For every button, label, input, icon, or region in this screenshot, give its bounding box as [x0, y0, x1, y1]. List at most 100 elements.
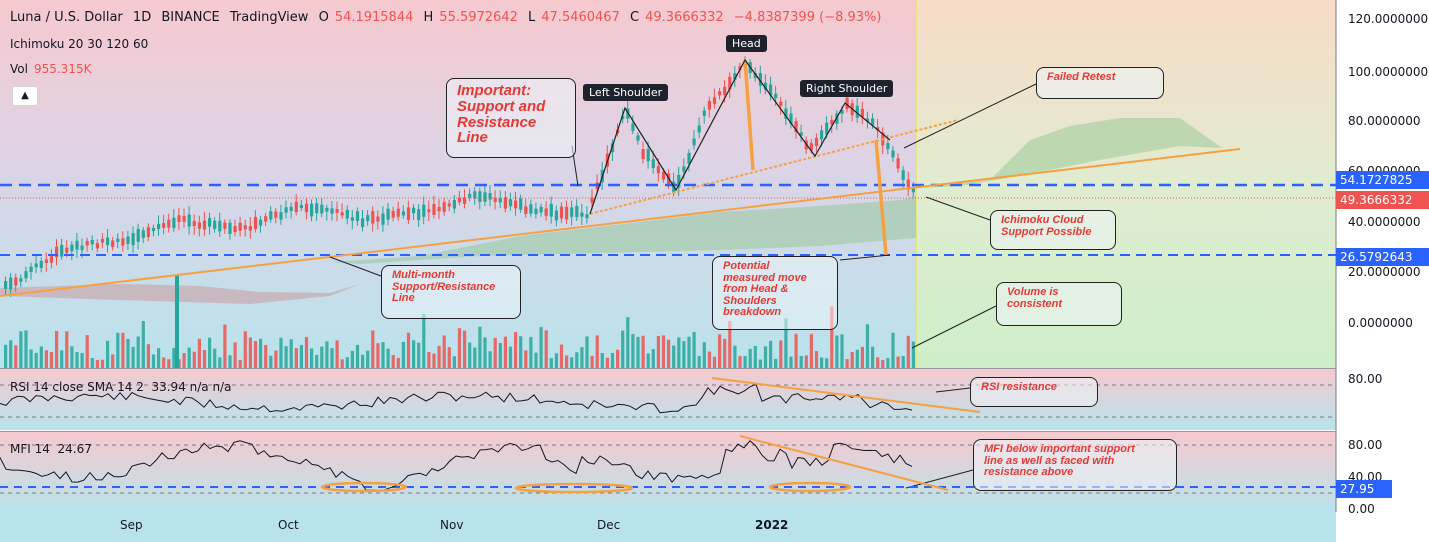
candle — [279, 212, 283, 220]
volume-bar — [585, 336, 589, 368]
interval-label[interactable]: 1D — [132, 10, 152, 25]
volume-bar — [162, 357, 166, 368]
candle — [248, 226, 252, 231]
candle — [187, 214, 191, 227]
candle — [157, 223, 161, 230]
candle — [702, 110, 706, 116]
volume-bar — [80, 353, 84, 368]
candle — [452, 200, 456, 209]
volume-bar — [406, 332, 411, 368]
candle — [876, 127, 880, 131]
volume-bar — [422, 313, 426, 368]
candle — [860, 108, 864, 117]
annotation-pointer — [935, 387, 971, 393]
volume-bar — [769, 340, 773, 368]
resistance-price-tag: 54.1727825 — [1336, 171, 1429, 189]
candle — [871, 118, 875, 126]
volume-bar — [743, 356, 747, 368]
measured-target — [874, 139, 888, 256]
candle — [238, 222, 242, 231]
ichimoku-cloud-projection — [916, 118, 1222, 188]
volume-bar — [641, 335, 645, 368]
annotation-pointer — [329, 256, 382, 277]
volume-note[interactable]: Volume is consistent — [996, 282, 1122, 326]
multi-month-note[interactable]: Multi-month Support/Resistance Line — [381, 265, 521, 319]
price-label: 80.0000000 — [1348, 114, 1421, 128]
volume-bar — [65, 331, 69, 368]
failed-retest-note[interactable]: Failed Retest — [1036, 67, 1164, 99]
candle — [310, 203, 314, 217]
symbol-name[interactable]: Luna / U.S. Dollar — [10, 10, 123, 25]
candle — [172, 217, 176, 229]
volume-bar — [784, 318, 788, 368]
volume-bar — [85, 335, 89, 368]
candle — [677, 174, 681, 188]
candle — [891, 150, 895, 158]
ichimoku-legend[interactable]: Ichimoku 20 30 120 60 — [10, 37, 149, 51]
candle — [814, 137, 819, 147]
volume-bar — [248, 337, 252, 368]
candle — [789, 113, 793, 124]
volume-bar — [891, 332, 895, 368]
chevron-up-icon[interactable]: ▲ — [12, 86, 38, 106]
mfi-legend[interactable]: MFI 14 24.67 — [10, 442, 92, 456]
candle — [473, 191, 477, 199]
candle — [707, 100, 711, 110]
rsi-resistance-note[interactable]: RSI resistance — [970, 377, 1098, 407]
candle — [758, 73, 762, 86]
candle — [259, 219, 263, 226]
candle — [320, 204, 324, 214]
rsi-legend[interactable]: RSI 14 close SMA 14 2 33.94 n/a n/a — [10, 380, 231, 394]
volume-bar — [34, 352, 38, 368]
volume-bar — [335, 340, 339, 368]
volume-bar — [850, 351, 854, 368]
mfi-note[interactable]: MFI below important support line as well… — [973, 439, 1177, 491]
volume-bar — [218, 357, 222, 368]
candle — [498, 198, 502, 203]
candle — [95, 243, 99, 249]
candle — [508, 199, 513, 207]
volume-bar — [253, 341, 258, 368]
volume-bar — [9, 340, 13, 368]
ohlc-open: 54.1915844 — [334, 10, 414, 25]
head-shoulders-outline — [589, 58, 891, 215]
rsi-resistance-line — [711, 377, 981, 413]
candle — [809, 143, 813, 151]
candle — [794, 121, 798, 133]
volume-bar — [656, 335, 660, 368]
volume-legend[interactable]: Vol 955.315K — [10, 62, 97, 76]
volume-bar — [381, 342, 385, 368]
price-label: 0.0000000 — [1348, 316, 1413, 330]
volume-bar — [636, 336, 640, 368]
ohlc-low-label: L — [528, 10, 536, 25]
volume-bar — [432, 353, 436, 368]
ichimoku-note[interactable]: Ichimoku Cloud Support Possible — [990, 210, 1116, 250]
candle — [570, 207, 574, 217]
rsi-value: 33.94 n/a n/a — [151, 380, 232, 394]
volume-bar — [478, 326, 482, 368]
measured-move-note[interactable]: Potential measured move from Head & Shou… — [712, 256, 838, 330]
volume-bar — [340, 359, 344, 368]
candle — [401, 211, 405, 216]
candle — [544, 208, 548, 216]
volume-bar — [106, 340, 110, 368]
volume-bar — [840, 334, 844, 368]
candle — [177, 215, 181, 223]
candle — [559, 206, 564, 219]
volume-bar — [39, 346, 43, 368]
volume-bar — [595, 335, 599, 368]
candle — [19, 278, 23, 282]
candle — [90, 239, 94, 245]
candle — [304, 203, 309, 213]
candle — [116, 238, 120, 242]
candle — [437, 206, 441, 212]
volume-bar — [529, 336, 533, 368]
candle — [687, 152, 691, 164]
volume-bar — [855, 349, 859, 368]
volume-bar — [310, 348, 314, 368]
volume-bar — [412, 340, 416, 368]
candle — [911, 187, 915, 193]
important-note[interactable]: Important: Support and Resistance Line — [446, 78, 576, 158]
volume-bar — [269, 355, 273, 368]
candle — [840, 110, 844, 114]
